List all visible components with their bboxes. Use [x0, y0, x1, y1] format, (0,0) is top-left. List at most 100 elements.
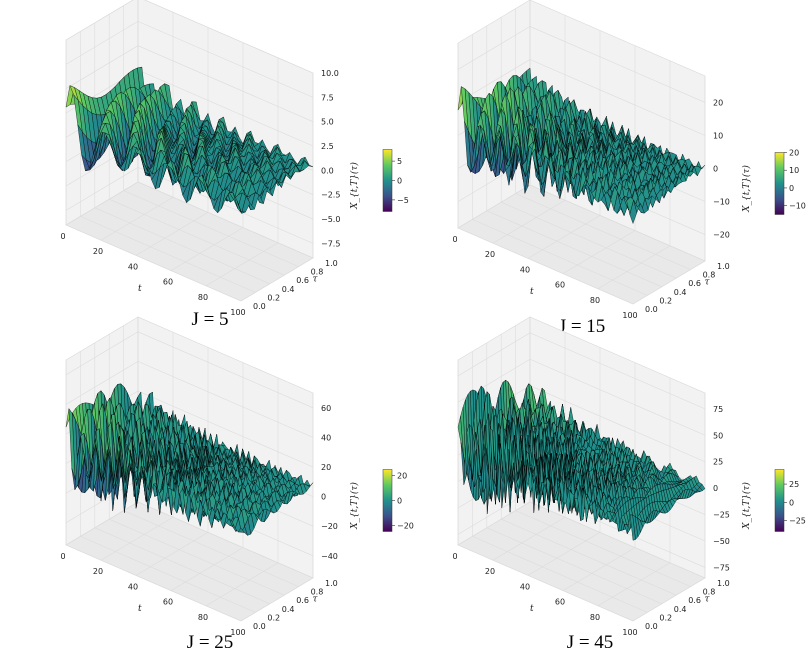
x-tick-label: 100: [230, 628, 245, 637]
y-tick-label: 0.8: [703, 588, 716, 597]
x-tick-label: 20: [93, 567, 103, 576]
x-axis-label: t: [138, 604, 142, 614]
panel-3: 020406080100t0.00.20.40.60.81.0τ−40−2002…: [60, 316, 414, 653]
y-tick-label: 0.4: [282, 285, 295, 294]
x-tick-label: 0: [60, 552, 65, 561]
panel-1: 020406080100t0.00.20.40.60.81.0τ−7.5−5.0…: [60, 0, 409, 330]
y-tick-label: 0.0: [253, 622, 266, 631]
x-tick-label: 80: [590, 296, 600, 305]
y-tick-label: 1.0: [717, 262, 730, 271]
y-ticks: 0.00.20.40.60.81.0: [253, 259, 338, 311]
z-tick-label: 20: [321, 463, 331, 472]
y-axis-label: τ: [313, 275, 319, 285]
x-tick-label: 20: [93, 247, 103, 256]
z-tick-label: 60: [321, 404, 331, 413]
y-tick-label: 0.2: [659, 613, 672, 622]
y-ticks: 0.00.20.40.60.81.0: [253, 579, 338, 631]
x-ticks: 0 20 40 60 80 100: [60, 552, 245, 637]
y-axis-label: τ: [705, 278, 711, 288]
panel-caption: J = 45: [567, 632, 614, 653]
colorbar-tick-label: 25: [789, 480, 799, 489]
colorbar-tick-label: 0: [789, 498, 794, 507]
x-tick-label: 20: [485, 567, 495, 576]
x-tick-label: 60: [555, 598, 565, 607]
panel-caption: J = 25: [187, 632, 234, 653]
x-tick-label: 60: [555, 281, 565, 290]
x-tick-label: 60: [163, 278, 173, 287]
y-tick-label: 0.8: [703, 271, 716, 280]
panel-4: 020406080100t0.00.20.40.60.81.0τ−75−50−2…: [452, 316, 806, 653]
y-tick-label: 1.0: [325, 259, 338, 268]
x-tick-label: 40: [128, 582, 138, 591]
z-tick-label: 10.0: [321, 69, 339, 78]
y-tick-label: 0.4: [674, 288, 687, 297]
panel-2: 020406080100t0.00.20.40.60.81.0τ−20−1001…: [452, 0, 806, 337]
z-tick-label: 25: [713, 458, 723, 467]
z-tick-label: 40: [321, 433, 331, 442]
z-tick-label: 75: [713, 405, 723, 414]
z-tick-label: 5.0: [321, 118, 334, 127]
colorbar-tick-label: 0: [397, 177, 402, 186]
z-tick-label: −25: [713, 511, 730, 520]
z-tick-label: −2.5: [321, 191, 340, 200]
x-ticks: 0 20 40 60 80 100: [452, 235, 637, 320]
z-ticks: −20 −10 0 10 20: [713, 98, 730, 239]
y-tick-label: 0.4: [674, 605, 687, 614]
y-tick-label: 0.6: [296, 596, 309, 605]
z-tick-label: 0.0: [321, 166, 334, 175]
colorbar-tick-label: 0: [789, 184, 794, 193]
colorbar-tick-label: 5: [397, 157, 402, 166]
y-tick-label: 0.6: [688, 596, 701, 605]
colorbar-tick-label: −10: [789, 202, 806, 211]
y-tick-label: 0.8: [311, 588, 324, 597]
z-tick-label: 0: [713, 165, 718, 174]
panel-caption: J = 15: [559, 316, 606, 337]
colorbar-tick-label: 0: [397, 497, 402, 506]
z-axis-label: X_{t,T}(τ): [741, 165, 752, 213]
y-tick-label: 0.0: [645, 305, 658, 314]
y-tick-label: 0.2: [659, 296, 672, 305]
x-tick-label: 80: [198, 293, 208, 302]
x-tick-label: 40: [520, 265, 530, 274]
y-tick-label: 0.2: [267, 293, 280, 302]
z-tick-label: 7.5: [321, 93, 334, 102]
y-ticks: 0.00.20.40.60.81.0: [645, 262, 730, 314]
x-tick-label: 60: [163, 598, 173, 607]
z-tick-label: −5.0: [321, 215, 340, 224]
x-tick-label: 100: [622, 628, 637, 637]
colorbar-tick-label: −5: [397, 196, 409, 205]
y-axis-label: τ: [313, 595, 319, 605]
y-tick-label: 0.0: [253, 302, 266, 311]
colorbar-tick-label: −20: [397, 521, 414, 530]
z-axis-label: X_{t,T}(τ): [349, 162, 360, 210]
colorbar-tick-label: 20: [789, 149, 799, 158]
x-tick-label: 0: [452, 552, 457, 561]
x-tick-label: 100: [622, 311, 637, 320]
x-tick-label: 0: [452, 235, 457, 244]
z-tick-label: 20: [713, 98, 723, 107]
z-ticks: −40 −20 0 20 40 60: [321, 404, 338, 561]
x-tick-label: 40: [128, 262, 138, 271]
z-ticks: −7.5 −5.0 −2.5 0.0 2.5 5.0 7.5 10.0: [321, 69, 340, 248]
x-ticks: 0 20 40 60 80 100: [452, 552, 637, 637]
colorbar: 20 0 −20: [382, 469, 414, 532]
z-tick-label: −40: [321, 552, 338, 561]
z-ticks: −75 −50 −25 0 25 50 75: [713, 405, 730, 573]
surface: [457, 379, 706, 541]
colorbar-tick-label: −25: [789, 517, 806, 526]
z-tick-label: 0: [321, 493, 326, 502]
surface: [457, 67, 706, 225]
x-tick-label: 100: [230, 308, 245, 317]
x-tick-label: 80: [590, 613, 600, 622]
panel-caption: J = 5: [191, 309, 228, 330]
x-tick-label: 20: [485, 250, 495, 259]
y-tick-label: 0.6: [296, 276, 309, 285]
z-tick-label: −20: [713, 231, 730, 240]
x-ticks: 0 20 40 60 80 100: [60, 232, 245, 317]
z-tick-label: −10: [713, 198, 730, 207]
x-tick-label: 0: [60, 232, 65, 241]
colorbar-tick-label: 20: [397, 472, 407, 481]
colorbar: 5 0 −5: [382, 149, 409, 212]
z-tick-label: −75: [713, 563, 730, 572]
